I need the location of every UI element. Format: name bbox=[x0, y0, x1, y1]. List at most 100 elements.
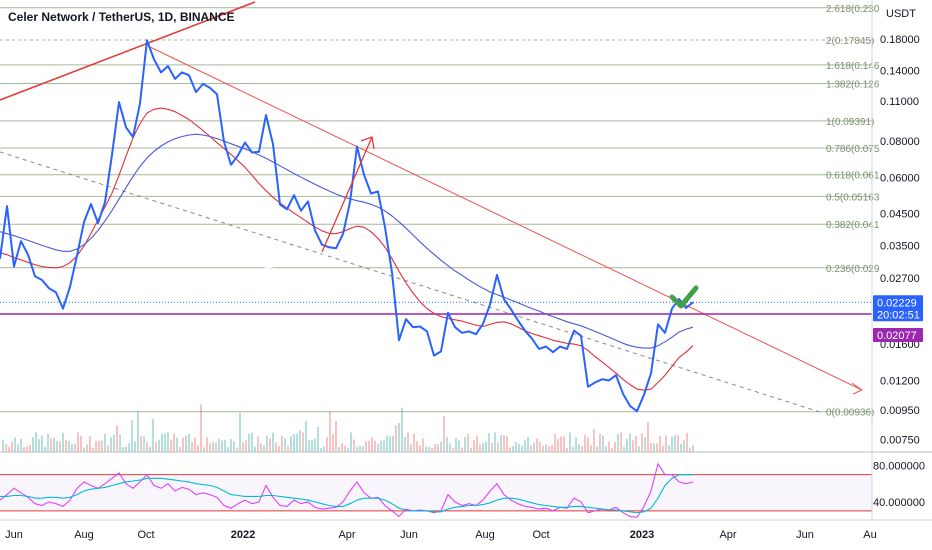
volume-bar bbox=[107, 445, 109, 452]
volume-bar bbox=[248, 433, 250, 452]
volume-bar bbox=[533, 442, 535, 452]
volume-bar bbox=[326, 437, 328, 452]
volume-bar bbox=[167, 432, 169, 452]
volume-bar bbox=[422, 438, 424, 452]
y-tick-label: 0.02700 bbox=[880, 273, 920, 285]
checkmark-icon bbox=[669, 285, 699, 309]
volume-bar bbox=[173, 433, 175, 452]
x-tick-label: Jun bbox=[796, 529, 814, 541]
volume-bar bbox=[170, 440, 172, 452]
price-badge bbox=[873, 328, 923, 342]
volume-bar bbox=[641, 433, 643, 452]
volume-bar bbox=[398, 423, 400, 452]
volume-bar bbox=[50, 438, 52, 452]
volume-bar bbox=[56, 440, 58, 452]
volume-bar bbox=[89, 436, 91, 452]
volume-bar bbox=[458, 440, 460, 452]
volume-bar bbox=[41, 435, 43, 452]
volume-bar bbox=[125, 446, 127, 452]
volume-bar bbox=[362, 446, 364, 452]
volume-bar bbox=[677, 434, 679, 452]
y-tick-label: 0.01200 bbox=[880, 375, 920, 387]
y-tick-label: 0.11000 bbox=[880, 96, 919, 108]
x-tick-label: Aug bbox=[74, 529, 94, 541]
volume-bar bbox=[86, 444, 88, 452]
volume-bar bbox=[47, 433, 49, 452]
volume-bar bbox=[668, 445, 670, 452]
volume-bar bbox=[287, 445, 289, 452]
volume-bar bbox=[572, 447, 574, 452]
price-series-line bbox=[0, 39, 694, 413]
volume-bar bbox=[317, 427, 319, 452]
volume-bar bbox=[131, 420, 133, 452]
volume-bar bbox=[83, 447, 85, 452]
volume-bar bbox=[476, 435, 478, 452]
y-tick-label: 0.14000 bbox=[880, 66, 920, 78]
volume-bar bbox=[497, 442, 499, 452]
volume-bar bbox=[80, 436, 82, 452]
volume-bar bbox=[692, 445, 694, 452]
volume-bar bbox=[536, 438, 538, 452]
fib-level-label: 0.236(0.029 bbox=[826, 264, 880, 275]
volume-bar bbox=[551, 444, 553, 452]
volume-bar bbox=[401, 407, 403, 452]
fib-level-label: 1(0.09391) bbox=[826, 117, 874, 128]
volume-bar bbox=[17, 444, 19, 452]
trendline-arrowhead bbox=[851, 382, 863, 395]
x-tick-label: Au bbox=[863, 529, 876, 541]
volume-bar bbox=[284, 438, 286, 452]
volume-bar bbox=[419, 445, 421, 452]
volume-bar bbox=[278, 446, 280, 452]
volume-bar bbox=[455, 438, 457, 452]
volume-bar bbox=[194, 437, 196, 452]
volume-bar bbox=[467, 433, 469, 452]
volume-bar bbox=[260, 443, 262, 452]
volume-bar bbox=[566, 447, 568, 452]
volume-bar bbox=[377, 443, 379, 452]
volume-bar bbox=[323, 446, 325, 452]
volume-bar bbox=[113, 434, 115, 452]
volume-bar bbox=[491, 442, 493, 452]
red-upper-trendline bbox=[0, 1, 256, 101]
projection-arrow bbox=[321, 136, 373, 253]
volume-bar bbox=[290, 435, 292, 452]
volume-bar bbox=[542, 445, 544, 452]
volume-bar bbox=[509, 447, 511, 452]
volume-bar bbox=[608, 441, 610, 452]
volume-bar bbox=[680, 443, 682, 452]
volume-bar bbox=[410, 444, 412, 452]
volume-bar bbox=[500, 434, 502, 452]
volume-bar bbox=[62, 432, 64, 452]
volume-bar bbox=[251, 432, 253, 452]
volume-bar bbox=[338, 446, 340, 452]
fib-level-label: 2(0.17845) bbox=[826, 36, 874, 47]
volume-bar bbox=[512, 446, 514, 452]
volume-bar bbox=[266, 435, 268, 452]
volume-bar bbox=[158, 439, 160, 452]
volume-bar bbox=[392, 435, 394, 452]
rsi-series-line bbox=[0, 474, 693, 514]
volume-bar bbox=[77, 432, 79, 452]
volume-bar bbox=[629, 433, 631, 452]
volume-bar bbox=[662, 445, 664, 452]
volume-bar bbox=[464, 436, 466, 452]
volume-bar bbox=[200, 404, 202, 452]
volume-bar bbox=[614, 442, 616, 452]
x-tick-label: Jun bbox=[400, 529, 418, 541]
volume-bar bbox=[26, 446, 28, 452]
volume-bar bbox=[434, 444, 436, 452]
countdown-label: 20:02:51 bbox=[877, 309, 920, 321]
currency-label: USDT bbox=[886, 8, 916, 20]
volume-bar bbox=[368, 440, 370, 452]
volume-bar bbox=[122, 447, 124, 452]
volume-bar bbox=[134, 441, 136, 452]
price-badge-label: 0.02229 bbox=[877, 297, 917, 309]
volume-bar bbox=[302, 432, 304, 452]
volume-bar bbox=[305, 420, 307, 452]
rsi-band bbox=[0, 474, 872, 511]
volume-bar bbox=[20, 439, 22, 452]
volume-bar bbox=[329, 411, 331, 452]
volume-bar bbox=[11, 441, 13, 452]
volume-bar bbox=[671, 436, 673, 452]
